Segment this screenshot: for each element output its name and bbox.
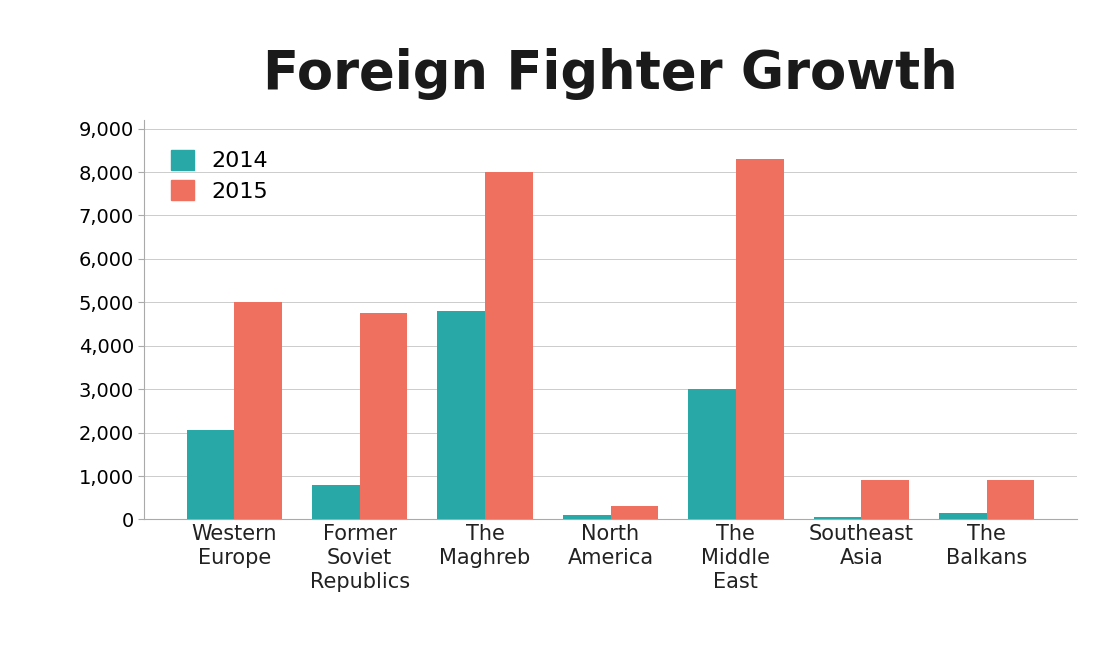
Bar [485, 172, 533, 519]
Title: Foreign Fighter Growth: Foreign Fighter Growth [263, 49, 958, 101]
Bar [987, 480, 1035, 519]
Bar [610, 506, 658, 519]
Bar [939, 513, 987, 519]
Bar [234, 302, 282, 519]
Bar [814, 517, 861, 519]
Bar [360, 313, 407, 519]
Bar [186, 430, 234, 519]
Bar [861, 480, 909, 519]
Bar [688, 389, 736, 519]
Bar [736, 159, 784, 519]
Bar [563, 515, 610, 519]
Bar [437, 311, 485, 519]
Bar [312, 485, 360, 519]
Legend: 2014, 2015: 2014, 2015 [164, 143, 275, 208]
